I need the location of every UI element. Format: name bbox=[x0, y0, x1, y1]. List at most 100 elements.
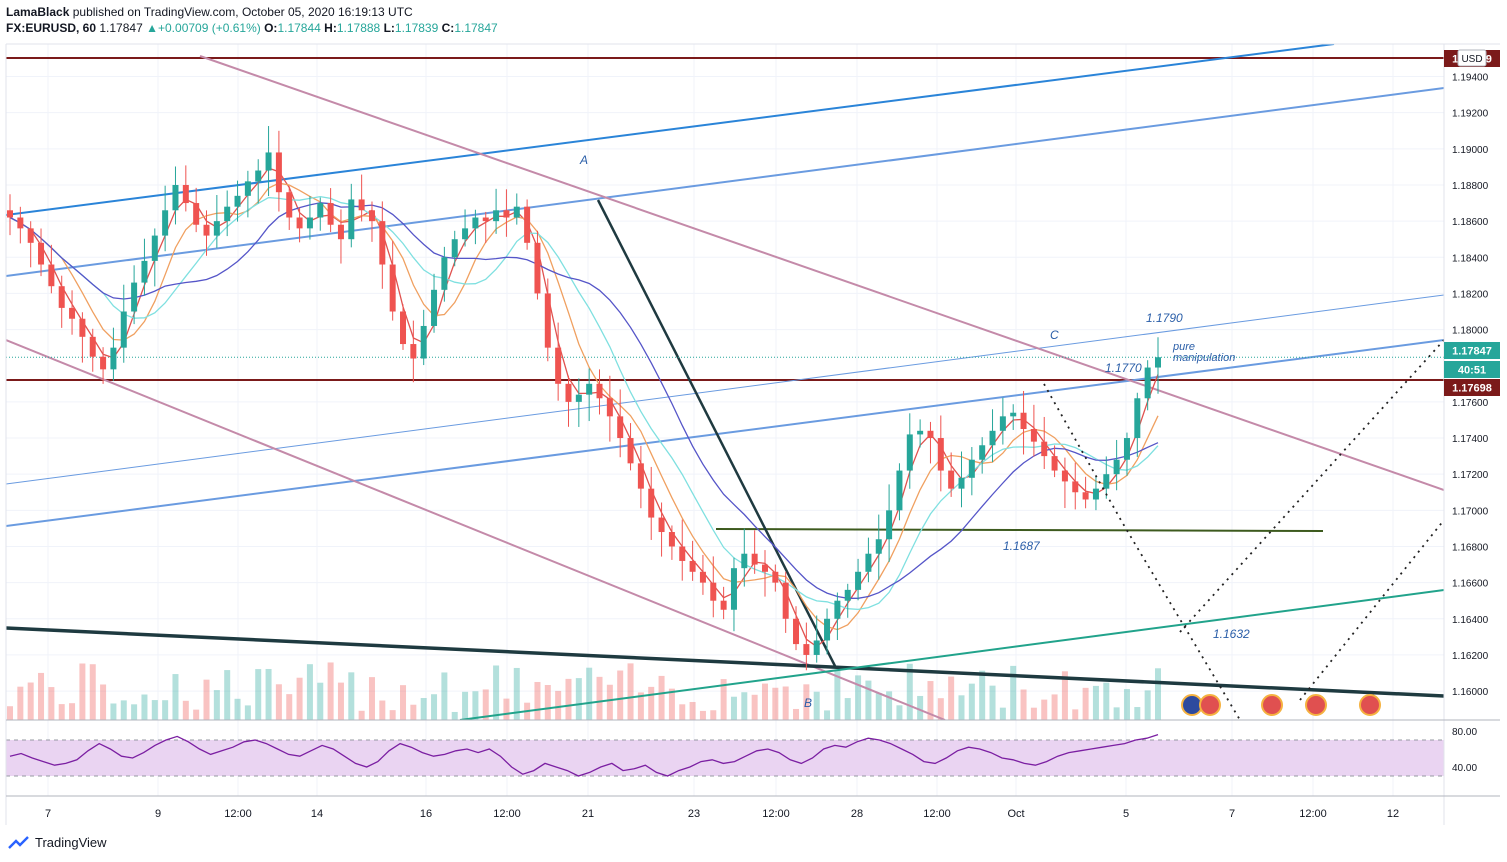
volume-bar bbox=[834, 669, 841, 720]
candle-body bbox=[1134, 398, 1141, 439]
volume-bar bbox=[172, 674, 179, 720]
volume-bar bbox=[782, 686, 789, 720]
publisher-name[interactable]: LamaBlack bbox=[6, 5, 70, 19]
y-tick-label: 1.18600 bbox=[1452, 217, 1489, 228]
volume-bar bbox=[1103, 682, 1110, 720]
candle-body bbox=[534, 242, 541, 294]
candle-body bbox=[58, 286, 65, 308]
volume-bar bbox=[7, 706, 13, 720]
rsi-band bbox=[6, 740, 1444, 776]
moving-average-2 bbox=[9, 182, 1159, 631]
candle-body bbox=[824, 618, 831, 641]
candle-body bbox=[668, 532, 675, 547]
candle-body bbox=[1010, 412, 1017, 417]
axis-badge-level bbox=[1444, 379, 1500, 396]
open-value: 1.17844 bbox=[277, 21, 321, 35]
volume-bar bbox=[937, 698, 944, 720]
event-flag-icon[interactable] bbox=[1305, 694, 1327, 716]
volume-bar bbox=[38, 672, 45, 720]
event-flag-icon[interactable] bbox=[1359, 694, 1381, 716]
volume-bar bbox=[48, 687, 55, 720]
open-label: O: bbox=[264, 21, 278, 35]
volume-bar bbox=[803, 684, 810, 720]
event-flag-icon[interactable] bbox=[1199, 694, 1221, 716]
volume-bar bbox=[637, 692, 644, 720]
volume-bar bbox=[679, 704, 686, 720]
volume-bar bbox=[813, 691, 820, 720]
annotation-line-2: manipulation bbox=[1173, 352, 1235, 364]
y-tick-label: 1.17400 bbox=[1452, 434, 1489, 445]
wave-label-b: B bbox=[804, 696, 812, 710]
candle-body bbox=[855, 571, 862, 590]
chart-annotations: 1.1790 1.1770 1.1687 1.1632 A B Cpuremanipulat… bbox=[579, 153, 1250, 710]
volume-bar bbox=[824, 710, 831, 720]
currency-badge bbox=[1457, 49, 1487, 67]
wave-label-a: A bbox=[579, 153, 588, 167]
x-tick-label: 7 bbox=[1229, 808, 1235, 820]
volume-bar bbox=[182, 700, 189, 720]
candle-body bbox=[968, 459, 975, 478]
candle-body bbox=[803, 644, 810, 655]
candle-body bbox=[141, 260, 148, 283]
candle-body bbox=[761, 564, 768, 572]
rsi-pane: 80.00 40.00 bbox=[6, 727, 1477, 777]
volume-bar bbox=[699, 710, 706, 720]
volume-bar bbox=[327, 662, 334, 720]
symbol-line: FX:EURUSD, 60 1.17847 ▲+0.00709 (+0.61%)… bbox=[6, 20, 498, 36]
candle-body bbox=[865, 553, 872, 572]
descending-resistance-line bbox=[199, 55, 1444, 491]
volume-bar bbox=[668, 688, 675, 720]
event-flag-icon[interactable] bbox=[1261, 694, 1283, 716]
tradingview-brand[interactable]: TradingView bbox=[8, 835, 107, 850]
volume-bar bbox=[544, 685, 551, 720]
candle-body bbox=[844, 589, 851, 601]
axis-badge-countdown bbox=[1444, 361, 1500, 378]
candle-body bbox=[1144, 367, 1151, 399]
volume-bar bbox=[617, 670, 624, 720]
candle-body bbox=[658, 517, 665, 533]
volume-bar bbox=[131, 704, 138, 720]
volume-bar bbox=[358, 710, 365, 720]
candle-body bbox=[27, 228, 34, 243]
x-tick-label: 9 bbox=[155, 808, 161, 820]
volume-bar bbox=[213, 690, 220, 720]
volume-bar bbox=[534, 681, 541, 720]
candle-body bbox=[1030, 428, 1037, 442]
high-value: 1.17888 bbox=[336, 21, 381, 35]
volume-bar bbox=[69, 703, 76, 720]
volume-bar bbox=[151, 700, 158, 720]
volume-bar bbox=[348, 672, 355, 720]
candle-body bbox=[751, 553, 758, 565]
candle-body bbox=[503, 210, 510, 218]
rising-teal-line bbox=[459, 589, 1444, 720]
high-label: H: bbox=[324, 21, 337, 35]
volume-bar bbox=[855, 675, 862, 720]
y-tick-label: 1.19400 bbox=[1452, 73, 1489, 84]
candle-body bbox=[586, 383, 593, 395]
price-label: 1.1770 bbox=[1105, 361, 1142, 375]
economic-events[interactable] bbox=[1181, 694, 1381, 716]
low-value: 1.17839 bbox=[394, 21, 439, 35]
wave-label-c: C bbox=[1050, 328, 1059, 342]
candle-body bbox=[782, 582, 789, 619]
change-arrow-icon: ▲ bbox=[146, 21, 158, 35]
volume-bar bbox=[265, 668, 272, 720]
volume-bar bbox=[1061, 671, 1068, 720]
candle-body bbox=[1051, 456, 1058, 471]
volume-bar bbox=[100, 684, 107, 720]
volume-bar bbox=[720, 679, 727, 720]
candle-body bbox=[151, 235, 158, 261]
chart-grid bbox=[6, 44, 1444, 796]
volume-bar bbox=[1134, 707, 1141, 720]
volume-bar bbox=[606, 684, 613, 720]
candle-body bbox=[379, 221, 386, 265]
x-tick-label: 12 bbox=[1387, 808, 1399, 820]
symbol-label[interactable]: FX:EURUSD, 60 bbox=[6, 21, 97, 35]
volume-bar bbox=[896, 705, 903, 720]
volume-bar bbox=[948, 676, 955, 720]
candle-body bbox=[120, 311, 127, 348]
volume-bar bbox=[431, 694, 438, 720]
projection-drawings[interactable] bbox=[1043, 339, 1444, 720]
volume-bar bbox=[193, 709, 200, 720]
